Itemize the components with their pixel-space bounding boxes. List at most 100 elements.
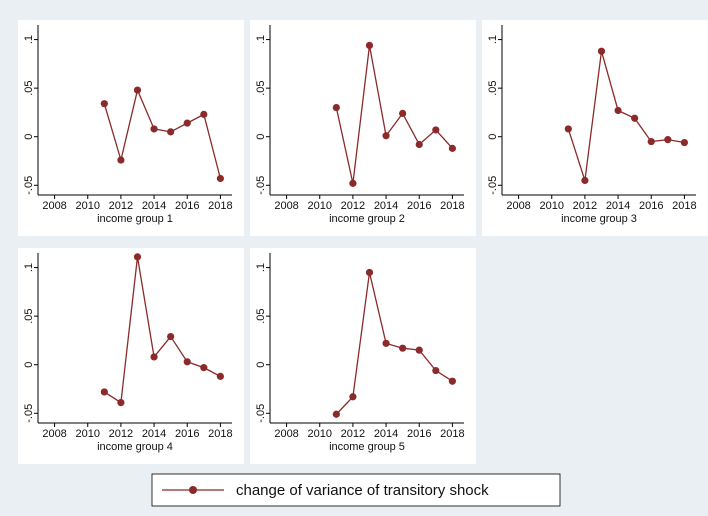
y-tick-label: 0	[255, 362, 267, 368]
legend-marker	[189, 486, 197, 494]
data-point	[200, 110, 208, 118]
y-tick-label: .05	[23, 80, 35, 95]
y-tick-label: .1	[23, 35, 35, 44]
data-point	[100, 388, 108, 396]
data-point	[216, 174, 224, 183]
data-point	[365, 268, 374, 277]
data-point	[150, 353, 158, 361]
x-tick-label: 2018	[208, 428, 232, 440]
x-tick-label: 2014	[142, 200, 166, 212]
y-tick-label: -.05	[255, 176, 267, 195]
panel	[18, 248, 244, 464]
x-tick-label: 2010	[540, 200, 564, 212]
series-line	[335, 272, 453, 415]
panel	[18, 20, 244, 236]
data-point	[432, 366, 440, 375]
x-axis-label: income group 5	[329, 441, 405, 453]
x-tick-label: 2014	[374, 428, 398, 440]
y-tick-label: 0	[255, 134, 267, 140]
y-tick-label: 0	[487, 134, 499, 140]
data-point	[382, 339, 390, 347]
x-tick-label: 2016	[175, 428, 199, 440]
data-point	[399, 344, 407, 352]
data-point	[432, 126, 440, 134]
x-tick-label: 2018	[440, 200, 464, 212]
x-tick-label: 2010	[76, 200, 100, 212]
y-tick-label: .05	[487, 80, 499, 95]
x-tick-label: 2018	[440, 428, 464, 440]
x-tick-label: 2010	[76, 428, 100, 440]
data-point	[597, 47, 606, 55]
x-tick-label: 2010	[308, 428, 332, 440]
x-axis-label: income group 2	[329, 213, 405, 225]
data-point	[167, 128, 175, 136]
x-tick-label: 2012	[341, 428, 365, 440]
data-point	[200, 364, 208, 372]
y-tick-label: .05	[255, 80, 267, 95]
y-tick-label: .05	[255, 308, 267, 323]
legend-label: change of variance of transitory shock	[236, 482, 489, 499]
x-tick-label: 2010	[308, 200, 332, 212]
data-point	[415, 346, 423, 354]
data-point	[448, 144, 456, 152]
x-tick-label: 2008	[42, 200, 66, 212]
x-tick-label: 2008	[42, 428, 66, 440]
x-tick-label: 2008	[506, 200, 530, 212]
y-tick-label: 0	[23, 134, 35, 140]
y-tick-label: .1	[255, 35, 267, 44]
y-tick-label: .05	[23, 308, 35, 323]
y-tick-label: -.05	[23, 404, 35, 423]
data-point	[647, 137, 655, 146]
y-tick-label: 0	[23, 362, 35, 368]
x-tick-label: 2014	[374, 200, 398, 212]
data-point	[332, 410, 340, 418]
x-tick-label: 2016	[639, 200, 663, 212]
data-point	[614, 106, 622, 115]
x-axis-label: income group 1	[97, 213, 173, 225]
x-tick-label: 2012	[109, 428, 133, 440]
x-tick-label: 2016	[407, 200, 431, 212]
data-point	[150, 125, 158, 133]
data-point	[564, 125, 572, 133]
data-point	[365, 41, 374, 50]
x-tick-label: 2018	[208, 200, 232, 212]
x-tick-label: 2018	[672, 200, 696, 212]
data-point	[133, 253, 142, 261]
y-tick-label: .1	[23, 263, 35, 272]
data-point	[382, 132, 390, 140]
x-tick-label: 2016	[175, 200, 199, 212]
y-tick-label: -.05	[255, 404, 267, 423]
data-point	[680, 138, 688, 147]
data-point	[183, 119, 191, 127]
y-tick-label: -.05	[487, 176, 499, 195]
x-tick-label: 2012	[341, 200, 365, 212]
x-axis-label: income group 3	[561, 213, 637, 225]
y-tick-label: .1	[487, 35, 499, 44]
x-axis-label: income group 4	[97, 441, 173, 453]
data-point	[117, 399, 125, 407]
data-point	[399, 109, 407, 117]
series-line	[335, 45, 453, 184]
data-point	[117, 156, 125, 164]
data-point	[133, 86, 142, 94]
data-point	[415, 140, 423, 149]
data-point	[448, 377, 456, 385]
data-point	[100, 100, 108, 108]
data-point	[349, 179, 357, 187]
x-tick-label: 2008	[274, 428, 298, 440]
data-point	[631, 114, 639, 122]
y-tick-label: -.05	[23, 176, 35, 195]
x-tick-label: 2014	[142, 428, 166, 440]
data-point	[664, 136, 672, 144]
x-tick-label: 2014	[606, 200, 630, 212]
panel	[482, 20, 708, 236]
x-tick-label: 2008	[274, 200, 298, 212]
panel	[250, 248, 476, 464]
data-point	[167, 332, 175, 341]
data-point	[349, 393, 357, 401]
data-point	[183, 358, 191, 366]
data-point	[332, 103, 340, 112]
y-tick-label: .1	[255, 263, 267, 272]
x-tick-label: 2012	[109, 200, 133, 212]
